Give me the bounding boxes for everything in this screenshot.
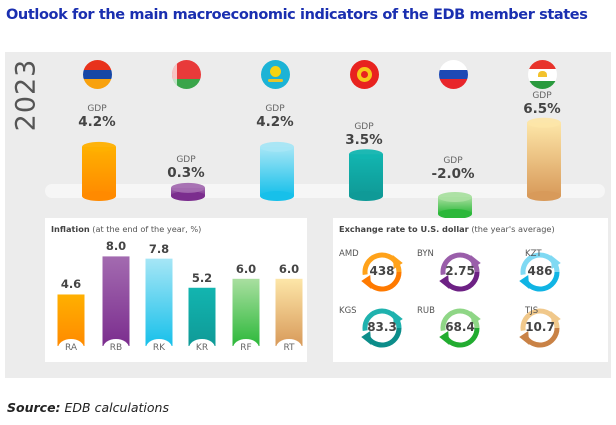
- gdp-bar-rt: [527, 117, 561, 201]
- armenia-flag-icon: [83, 60, 112, 89]
- gdp-value-rk: 4.2%: [256, 114, 294, 130]
- inflation-category-rt: RT: [283, 343, 295, 353]
- gdp-value-rf: -2.0%: [431, 166, 475, 182]
- inflation-bar-notch: [103, 339, 129, 357]
- inflation-value-ra: 4.6: [60, 277, 82, 292]
- gdp-label-rk: GDP: [265, 104, 285, 114]
- currency-code-kgs: KGS: [339, 306, 357, 316]
- inflation-value-rk: 7.8: [148, 241, 170, 256]
- belarus-flag-icon: [172, 60, 201, 89]
- inflation-category-kr: KR: [195, 343, 209, 353]
- exchange-rate-value-kgs: 83.3: [367, 320, 397, 334]
- gdp-bar-rf: [438, 192, 472, 219]
- inflation-value-rf: 6.0: [235, 261, 257, 276]
- source-label: Source:: [7, 400, 61, 415]
- exchange-cycle-icon-amd: [361, 252, 403, 292]
- inflation-bar-rf: [232, 278, 260, 346]
- gdp-value-kr: 3.5%: [345, 132, 383, 148]
- gdp-label-ra: GDP: [87, 104, 107, 114]
- inflation-category-ra: RA: [64, 343, 78, 353]
- currency-code-amd: AMD: [339, 249, 359, 259]
- gdp-bar-kr: [349, 149, 383, 201]
- inflation-title-bold: Inflation: [51, 224, 90, 234]
- source-note: Source: EDB calculations: [7, 400, 169, 415]
- exchange-rate-value-kzt: 486: [527, 264, 553, 278]
- inflation-bar-rb: [102, 256, 130, 346]
- tajikistan-flag-icon: [528, 60, 557, 89]
- inflation-value-kr: 5.2: [191, 270, 213, 285]
- gdp-bar-rb: [171, 182, 205, 201]
- exchange-rate-value-byn: 2.75: [445, 264, 475, 278]
- inflation-category-rf: RF: [240, 343, 252, 353]
- exchange-title-rest: (the year's average): [468, 224, 555, 234]
- exchange-cycle-icon-rub: [439, 308, 481, 348]
- inflation-bar-notch: [276, 339, 302, 357]
- inflation-value-rt: 6.0: [278, 261, 300, 276]
- inflation-bar-kr: [188, 287, 216, 346]
- kyrgyzstan-flag-icon: [350, 60, 379, 89]
- gdp-label-rb: GDP: [176, 155, 196, 165]
- inflation-bar-notch: [233, 339, 259, 357]
- gdp-label-kr: GDP: [354, 122, 374, 132]
- inflation-category-rk: RK: [152, 343, 166, 353]
- inflation-box: Inflation (at the end of the year, %): [45, 218, 307, 362]
- currency-code-rub: RUB: [417, 306, 435, 316]
- exchange-cycle-icon-byn: [439, 252, 481, 292]
- kazakhstan-flag-icon: [261, 60, 290, 89]
- exchange-rate-value-tjs: 10.7: [525, 320, 555, 334]
- gdp-value-rt: 6.5%: [523, 101, 561, 117]
- inflation-bar-notch: [146, 339, 172, 357]
- inflation-category-rb: RB: [109, 343, 123, 353]
- source-text: EDB calculations: [60, 400, 169, 415]
- exchange-rate-value-rub: 68.4: [445, 320, 475, 334]
- gdp-bar-ra: [82, 141, 116, 201]
- inflation-bar-rt: [275, 278, 303, 346]
- currency-code-byn: BYN: [417, 249, 434, 259]
- inflation-bar-ra: [57, 294, 85, 346]
- russia-flag-icon: [439, 60, 468, 89]
- gdp-label-rf: GDP: [443, 156, 463, 166]
- exchange-cycle-icon-tjs: [519, 308, 561, 348]
- exchange-rate-value-amd: 438: [369, 264, 395, 278]
- currency-code-kzt: KZT: [525, 249, 542, 259]
- inflation-bar-rk: [145, 258, 173, 346]
- exchange-cycle-icon-kzt: [519, 252, 561, 292]
- inflation-title: Inflation (at the end of the year, %): [51, 224, 201, 234]
- gdp-label-rt: GDP: [532, 91, 552, 101]
- inflation-title-rest: (at the end of the year, %): [89, 224, 202, 234]
- inflation-bar-notch: [189, 339, 215, 357]
- exchange-cycle-icon-kgs: [361, 308, 403, 348]
- page-title: Outlook for the main macroeconomic indic…: [6, 7, 588, 23]
- exchange-title: Exchange rate to U.S. dollar (the year's…: [339, 224, 555, 234]
- gdp-bar-rk: [260, 141, 294, 201]
- gdp-value-ra: 4.2%: [78, 114, 116, 130]
- gdp-value-rb: 0.3%: [167, 165, 205, 181]
- exchange-title-bold: Exchange rate to U.S. dollar: [339, 224, 469, 234]
- inflation-value-rb: 8.0: [105, 239, 127, 254]
- inflation-bar-notch: [58, 339, 84, 357]
- currency-code-tjs: TJS: [525, 306, 539, 316]
